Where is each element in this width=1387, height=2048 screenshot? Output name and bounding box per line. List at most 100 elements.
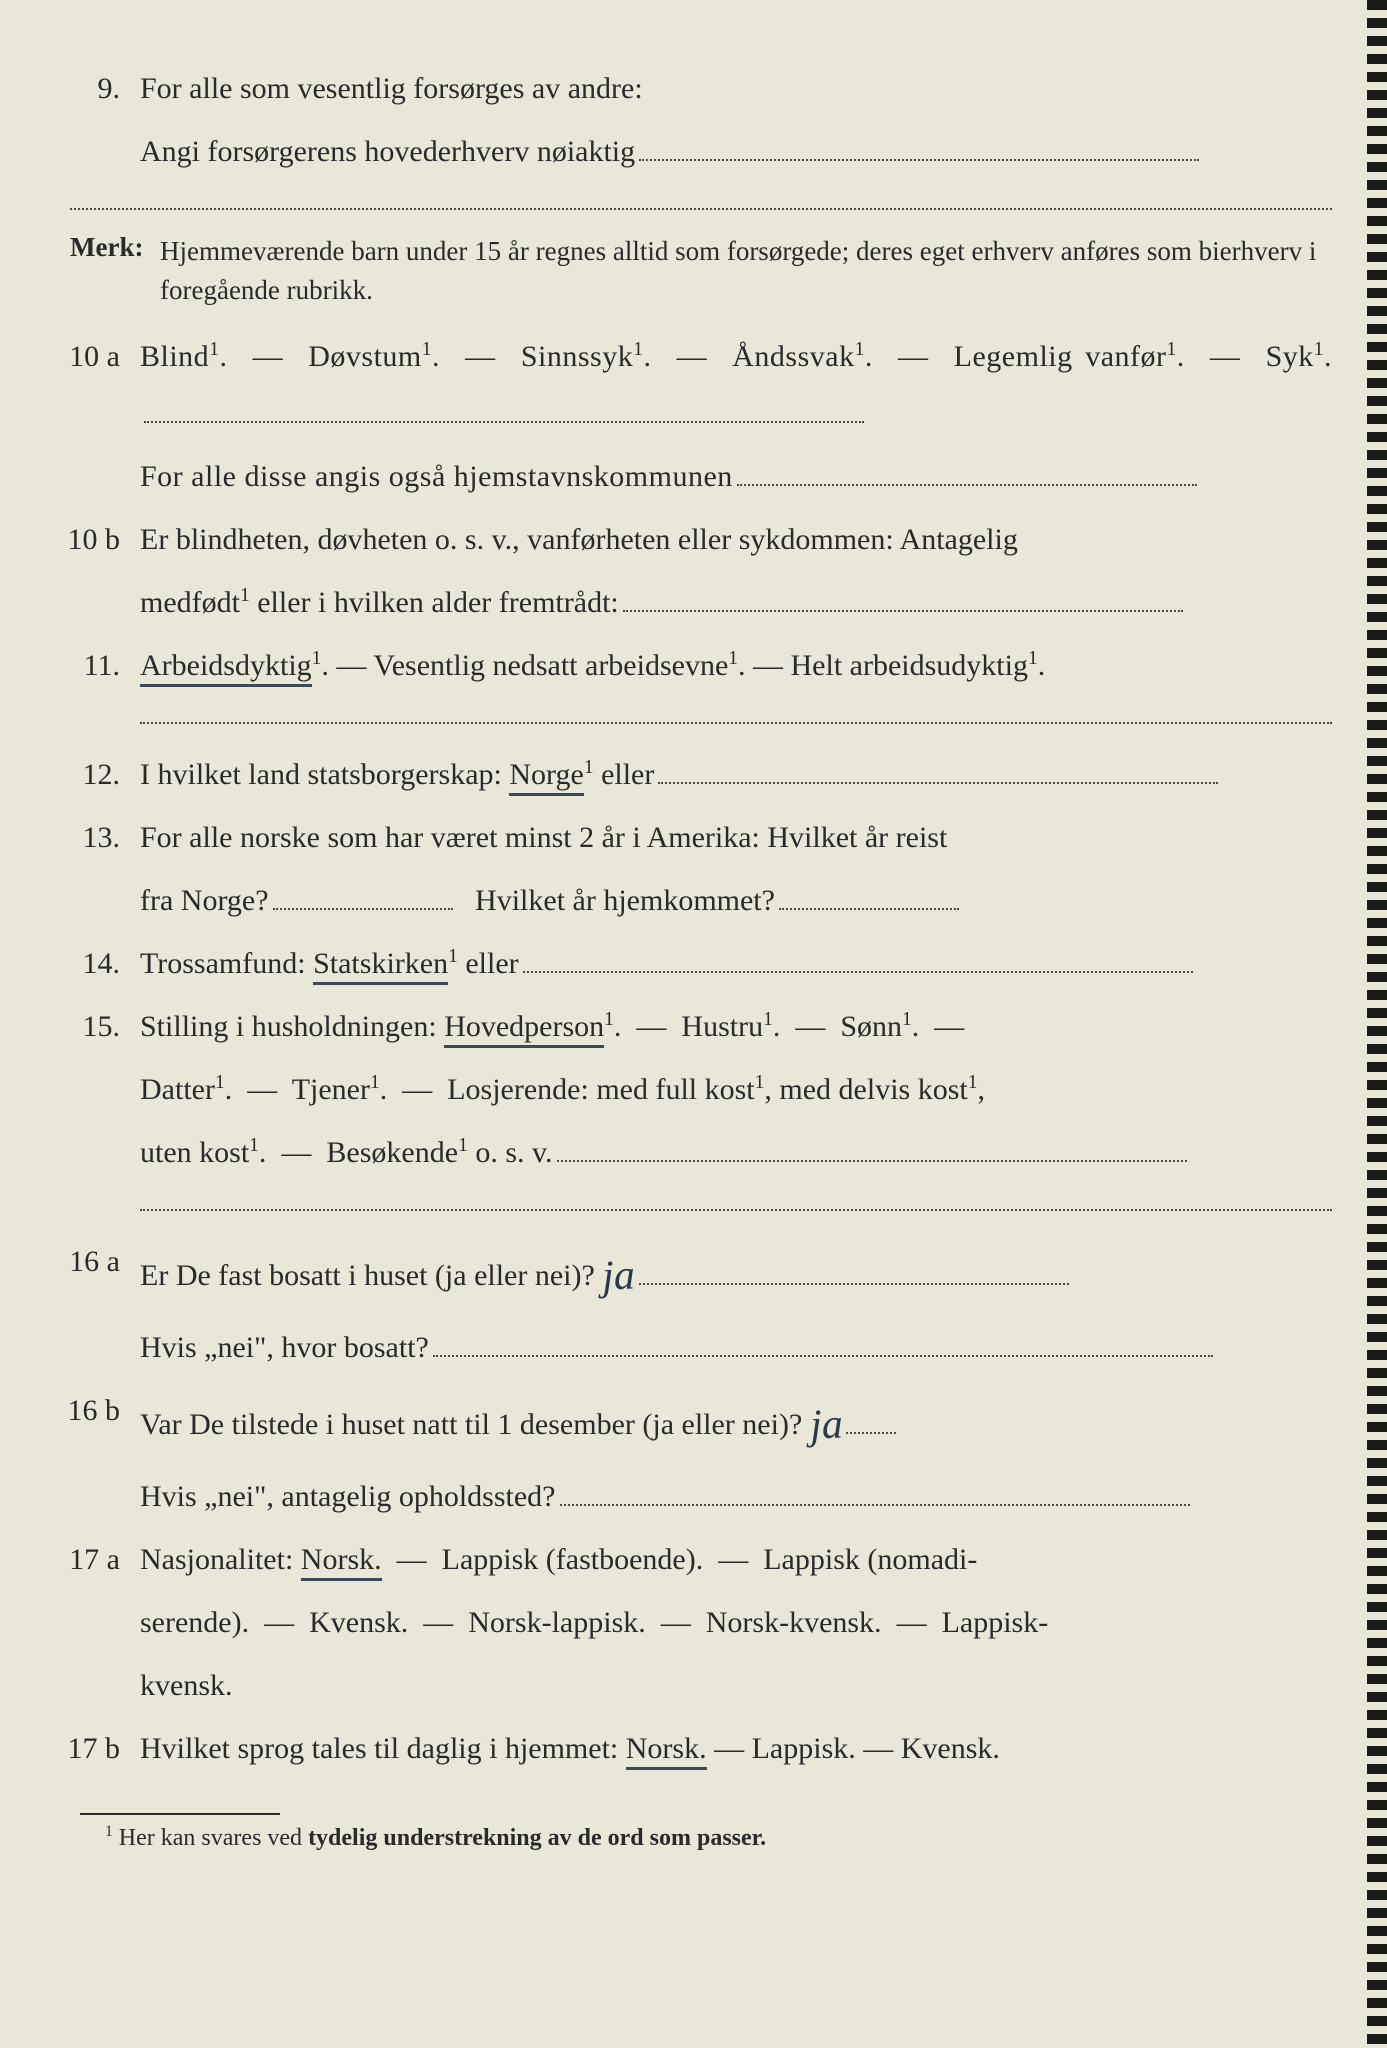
q9-line2-text: Angi forsørgerens hovederhverv nøiaktig xyxy=(140,135,635,168)
q17a-opt: Kvensk. xyxy=(309,1606,408,1639)
q11-options: Arbeidsdyktig1. — Vesentlig nedsatt arbe… xyxy=(140,637,1332,694)
q16b-line2-text: Hvis „nei", antagelig opholdssted? xyxy=(140,1480,556,1513)
q10a-opt: Åndssvak xyxy=(732,340,854,373)
q13-part-a: fra Norge? xyxy=(140,884,269,917)
q14-after: eller xyxy=(458,947,519,980)
q9-number: 9. xyxy=(50,60,140,117)
q17a-lead: Nasjonalitet: xyxy=(140,1543,301,1576)
q13-line2: fra Norge? Hvilket år hjemkommet? xyxy=(140,872,1332,929)
q10b-word: medfødt xyxy=(140,586,240,619)
q12-after: eller xyxy=(594,758,655,791)
q17a-opt: Norsk-kvensk. xyxy=(706,1606,882,1639)
q10b-blank xyxy=(623,610,1183,612)
q16a-line1: Er De fast bosatt i huset (ja eller nei)… xyxy=(140,1233,1332,1313)
q11-opt3: Helt arbeidsudyktig xyxy=(791,649,1028,682)
q16a-blank xyxy=(639,1283,1069,1285)
q15-line2: Datter1. — Tjener1. — Losjerende: med fu… xyxy=(140,1061,1332,1118)
q15-line1: Stilling i husholdningen: Hovedperson1. … xyxy=(140,998,1332,1055)
q13-blank1 xyxy=(273,908,453,910)
q13-line1: For alle norske som har været minst 2 år… xyxy=(140,809,1332,866)
q14-answer: Statskirken xyxy=(313,947,448,985)
q16b-answer: ja xyxy=(809,1386,844,1467)
question-11: 11. Arbeidsdyktig1. — Vesentlig nedsatt … xyxy=(50,637,1332,700)
question-12: 12. I hvilket land statsborgerskap: Norg… xyxy=(50,746,1332,809)
q15-opt: Tjener xyxy=(292,1073,370,1106)
q16a-blank2 xyxy=(433,1355,1213,1357)
q15-line3: uten kost1. — Besøkende1 o. s. v. xyxy=(140,1124,1332,1181)
q15-opt: Hustru xyxy=(681,1010,763,1043)
q12-lead: I hvilket land statsborgerskap: xyxy=(140,758,509,791)
q16b-question: Var De tilstede i huset natt til 1 desem… xyxy=(140,1408,802,1441)
q13-blank2 xyxy=(779,908,959,910)
form-page: 9. For alle som vesentlig forsørges av a… xyxy=(50,60,1332,2008)
q16a-line2: Hvis „nei", hvor bosatt? xyxy=(140,1319,1332,1376)
q17b-opt: Kvensk. xyxy=(901,1732,1000,1765)
q10a-opt: Blind xyxy=(140,340,209,373)
q16a-line2-text: Hvis „nei", hvor bosatt? xyxy=(140,1331,429,1364)
q10b-line1: Er blindheten, døvheten o. s. v., vanfør… xyxy=(140,511,1332,568)
q10a-opt: Døvstum xyxy=(308,340,422,373)
q17a-line1: Nasjonalitet: Norsk. — Lappisk (fastboen… xyxy=(140,1531,1332,1588)
q10b-line2: medfødt1 eller i hvilken alder fremtrådt… xyxy=(140,574,1332,631)
q17b-number: 17 b xyxy=(50,1720,140,1777)
q14-number: 14. xyxy=(50,935,140,992)
q15-opt: Sønn xyxy=(840,1010,902,1043)
q15-osv: o. s. v. xyxy=(468,1136,553,1169)
q9-line2: Angi forsørgerens hovederhverv nøiaktig xyxy=(140,123,1332,180)
question-13: 13. For alle norske som har været minst … xyxy=(50,809,1332,935)
q10a-options: Blind1. — Døvstum1. — Sinnssyk1. — Åndss… xyxy=(140,328,1332,442)
question-16b: 16 b Var De tilstede i huset natt til 1 … xyxy=(50,1382,1332,1531)
question-15: 15. Stilling i husholdningen: Hovedperso… xyxy=(50,998,1332,1187)
divider-after-9 xyxy=(70,208,1332,210)
q14-lead: Trossamfund: xyxy=(140,947,313,980)
q16b-blank2 xyxy=(560,1504,1190,1506)
q15-losj2: , med delvis kost xyxy=(764,1073,967,1106)
q17a-opt: Lappisk (fastboende). xyxy=(442,1543,704,1576)
question-10b: 10 b Er blindheten, døvheten o. s. v., v… xyxy=(50,511,1332,637)
question-17b: 17 b Hvilket sprog tales til daglig i hj… xyxy=(50,1720,1332,1783)
question-16a: 16 a Er De fast bosatt i huset (ja eller… xyxy=(50,1233,1332,1382)
q16b-line2: Hvis „nei", antagelig opholdssted? xyxy=(140,1468,1332,1525)
merk-text: Hjemmeværende barn under 15 år regnes al… xyxy=(160,232,1332,310)
q10a-line2: For alle disse angis også hjemstavnskomm… xyxy=(140,448,1332,505)
q13-number: 13. xyxy=(50,809,140,866)
q10b-rest: eller i hvilken alder fremtrådt: xyxy=(250,586,619,619)
q17a-line2: serende). — Kvensk. — Norsk-lappisk. — N… xyxy=(140,1594,1332,1651)
q16a-answer: ja xyxy=(601,1237,636,1318)
question-14: 14. Trossamfund: Statskirken1 eller xyxy=(50,935,1332,998)
perforation-edge xyxy=(1367,0,1387,2048)
q17b-answer: Norsk. xyxy=(626,1732,707,1770)
q16b-number: 16 b xyxy=(50,1382,140,1439)
q17b-lead: Hvilket sprog tales til daglig i hjemmet… xyxy=(140,1732,626,1765)
q16b-blank xyxy=(846,1432,896,1434)
q17a-line3: kvensk. xyxy=(140,1657,1332,1714)
divider-after-11 xyxy=(140,722,1332,724)
q12-blank xyxy=(658,782,1218,784)
q16b-line1: Var De tilstede i huset natt til 1 desem… xyxy=(140,1382,1332,1462)
q9-blank xyxy=(639,159,1199,161)
q11-number: 11. xyxy=(50,637,140,694)
q15-opt: Datter xyxy=(140,1073,215,1106)
q13-part-b: Hvilket år hjemkommet? xyxy=(475,884,775,917)
q14-blank xyxy=(523,971,1193,973)
footnote-marker: 1 xyxy=(105,1823,113,1840)
question-10a: 10 a Blind1. — Døvstum1. — Sinnssyk1. — … xyxy=(50,328,1332,511)
q12-line: I hvilket land statsborgerskap: Norge1 e… xyxy=(140,746,1332,803)
q12-answer: Norge xyxy=(509,758,583,796)
q17a-number: 17 a xyxy=(50,1531,140,1588)
footnote-text-b: tydelig understrekning av de ord som pas… xyxy=(308,1825,766,1851)
q15-number: 15. xyxy=(50,998,140,1055)
q14-line: Trossamfund: Statskirken1 eller xyxy=(140,935,1332,992)
merk-note: Merk: Hjemmeværende barn under 15 år reg… xyxy=(50,232,1332,310)
q10a-number: 10 a xyxy=(50,328,140,385)
divider-after-15 xyxy=(140,1209,1332,1211)
q17a-answer: Norsk. xyxy=(301,1543,382,1581)
q11-opt1-underlined: Arbeidsdyktig xyxy=(140,649,312,687)
footnote: 1 Her kan svares ved tydelig understrekn… xyxy=(105,1823,1332,1852)
q10a-opt: Syk xyxy=(1266,340,1314,373)
q17b-line: Hvilket sprog tales til daglig i hjemmet… xyxy=(140,1720,1332,1777)
q9-line1: For alle som vesentlig forsørges av andr… xyxy=(140,60,1332,117)
merk-label: Merk: xyxy=(50,232,160,263)
q11-opt2: Vesentlig nedsatt arbeidsevne xyxy=(373,649,728,682)
q15-answer: Hovedperson xyxy=(444,1010,604,1048)
